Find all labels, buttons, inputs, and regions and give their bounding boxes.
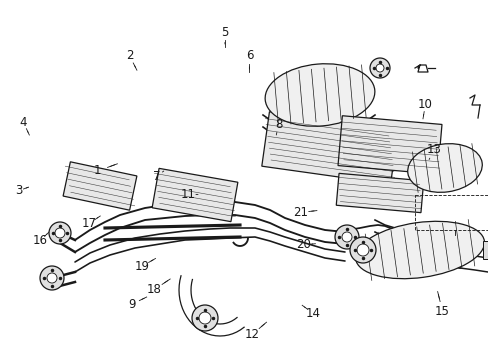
Text: 16: 16	[33, 234, 47, 247]
Text: 17: 17	[82, 217, 97, 230]
Text: 9: 9	[128, 298, 136, 311]
Ellipse shape	[407, 144, 481, 192]
Text: 20: 20	[295, 238, 310, 251]
Text: 3: 3	[15, 184, 22, 197]
Circle shape	[341, 232, 351, 242]
Text: 8: 8	[274, 118, 282, 131]
Text: 5: 5	[221, 26, 228, 39]
Polygon shape	[336, 174, 423, 213]
Text: 7: 7	[152, 170, 160, 183]
Text: 12: 12	[244, 328, 259, 341]
Circle shape	[375, 64, 383, 72]
Text: 15: 15	[434, 305, 449, 318]
Text: 21: 21	[293, 206, 307, 219]
Text: 19: 19	[134, 260, 149, 273]
Text: 1: 1	[94, 165, 102, 177]
Text: 2: 2	[125, 49, 133, 62]
Text: 6: 6	[245, 49, 253, 62]
Circle shape	[47, 273, 57, 283]
Circle shape	[199, 312, 210, 324]
Bar	[482, 241, 488, 259]
Polygon shape	[63, 162, 137, 210]
Circle shape	[49, 222, 71, 244]
Circle shape	[334, 225, 358, 249]
Circle shape	[40, 266, 64, 290]
Circle shape	[349, 237, 375, 263]
Circle shape	[192, 305, 218, 331]
Circle shape	[356, 244, 368, 256]
Text: 4: 4	[20, 116, 27, 129]
Polygon shape	[261, 112, 397, 184]
Text: 10: 10	[417, 98, 432, 111]
Ellipse shape	[355, 221, 484, 279]
Text: 13: 13	[426, 143, 441, 156]
Text: 14: 14	[305, 307, 320, 320]
Bar	[414, 195, 488, 230]
Polygon shape	[152, 168, 237, 222]
Polygon shape	[337, 116, 441, 174]
Ellipse shape	[264, 64, 374, 126]
Circle shape	[55, 228, 65, 238]
Circle shape	[369, 58, 389, 78]
Text: 11: 11	[181, 188, 195, 201]
Text: 18: 18	[146, 283, 161, 296]
